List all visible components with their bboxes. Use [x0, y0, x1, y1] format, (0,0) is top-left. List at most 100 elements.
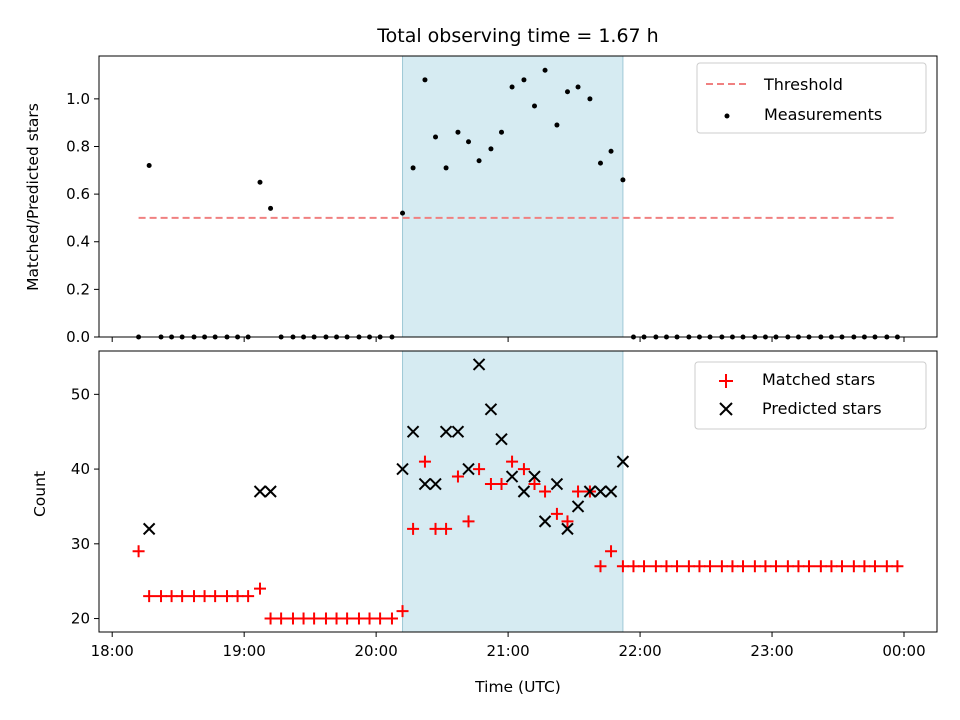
- measurement-point: [146, 163, 152, 169]
- x-tick-label: 19:00: [223, 642, 266, 660]
- measurement-point: [597, 160, 603, 166]
- predicted-star-point: [396, 462, 409, 476]
- matched-star-point: [451, 470, 464, 483]
- legend-measurements-label: Measurements: [764, 105, 882, 124]
- top-y-tick-label: 0.2: [66, 280, 90, 298]
- matched-star-point: [737, 560, 750, 573]
- predicted-star-point: [142, 522, 156, 536]
- matched-star-point: [264, 612, 277, 625]
- matched-star-point: [693, 560, 706, 573]
- measurement-point: [455, 129, 461, 135]
- measurement-point: [521, 77, 527, 83]
- matched-star-point: [605, 545, 618, 558]
- matched-star-point: [132, 545, 145, 558]
- matched-star-point: [539, 485, 552, 498]
- matched-star-point: [891, 560, 904, 573]
- matched-star-point: [297, 612, 310, 625]
- top-y-tick-label: 0.0: [66, 328, 90, 346]
- top-y-tick-label: 0.6: [66, 185, 90, 203]
- bottom-panel: 20 30 40 50 18:00 19:00 20:00 21:00 22:00 23:00 0…: [31, 350, 938, 696]
- matched-star-point: [858, 560, 871, 573]
- predicted-star-point: [439, 425, 453, 438]
- matched-star-point: [715, 560, 728, 573]
- matched-star-point: [385, 612, 398, 625]
- measurement-point: [554, 122, 560, 128]
- matched-star-point: [638, 560, 651, 573]
- matched-star-point: [473, 463, 486, 476]
- matched-star-point: [649, 560, 662, 573]
- matched-star-point: [188, 590, 201, 603]
- predicted-star-point: [495, 432, 508, 446]
- measurement-point: [531, 103, 537, 109]
- bottom-x-ticks: 18:00 19:00 20:00 21:00 22:00 23:00 00:00: [91, 632, 926, 660]
- legend-measurements-swatch: [724, 113, 730, 119]
- matched-star-point: [627, 560, 640, 573]
- matched-star-point: [341, 612, 354, 625]
- top-y-tick-label: 0.4: [66, 233, 90, 251]
- matched-star-point: [880, 560, 893, 573]
- matched-star-point: [231, 590, 244, 603]
- bottom-marks: [132, 358, 904, 625]
- predicted-star-point: [604, 485, 618, 498]
- predicted-star-point: [451, 425, 465, 438]
- matched-star-point: [374, 612, 387, 625]
- top-y-tick-label: 0.8: [66, 137, 90, 155]
- chart-title: Total observing time = 1.67 h: [376, 25, 658, 47]
- measurement-point: [422, 77, 428, 83]
- bottom-y-tick-label: 30: [71, 535, 90, 553]
- matched-star-point: [155, 590, 168, 603]
- matched-star-point: [221, 590, 234, 603]
- matched-star-point: [704, 560, 717, 573]
- predicted-star-point: [462, 462, 475, 476]
- matched-star-point: [835, 560, 848, 573]
- top-y-axis-label: Matched/Predicted stars: [24, 103, 42, 291]
- bottom-y-axis-label: Count: [31, 471, 49, 517]
- predicted-star-point: [264, 485, 277, 498]
- x-axis-label: Time (UTC): [474, 678, 561, 696]
- measurement-point: [620, 177, 626, 183]
- matched-star-point: [682, 560, 695, 573]
- top-y-tick-label: 1.0: [66, 90, 90, 108]
- bottom-legend: Matched stars Predicted stars: [694, 361, 927, 430]
- matched-star-point: [209, 590, 222, 603]
- measurement-point: [542, 67, 548, 73]
- matched-star-point: [726, 560, 739, 573]
- legend-predicted-swatch: [719, 402, 733, 416]
- predicted-star-point: [594, 485, 607, 498]
- top-x-ticks: [111, 337, 905, 342]
- matched-star-point: [506, 455, 519, 468]
- matched-star-point: [176, 590, 189, 603]
- bottom-y-ticks: 20 30 40 50: [71, 385, 99, 628]
- matched-star-point: [429, 522, 442, 535]
- top-y-ticks: 0.0 0.2 0.4 0.6 0.8 1.0: [66, 90, 99, 346]
- top-legend: Threshold Measurements: [696, 62, 927, 134]
- matched-star-point: [143, 590, 156, 603]
- bottom-axes-frame: [98, 350, 938, 633]
- matched-star-point: [286, 612, 299, 625]
- measurement-point: [564, 89, 570, 95]
- matched-star-point: [847, 560, 860, 573]
- x-tick-label: 00:00: [882, 642, 925, 660]
- matched-star-point: [462, 515, 475, 528]
- matched-star-point: [616, 560, 629, 573]
- legend-matched-swatch: [719, 374, 733, 388]
- x-tick-label: 21:00: [486, 642, 529, 660]
- matched-star-point: [550, 507, 563, 520]
- predicted-star-point: [616, 455, 630, 468]
- matched-star-point: [484, 478, 497, 491]
- legend-matched-label: Matched stars: [762, 370, 875, 389]
- matched-star-point: [814, 560, 827, 573]
- x-tick-label: 23:00: [750, 642, 793, 660]
- matched-star-point: [660, 560, 673, 573]
- predicted-star-point: [561, 522, 574, 536]
- measurement-point: [433, 134, 439, 140]
- measurement-point: [400, 210, 406, 216]
- bottom-y-tick-label: 40: [71, 460, 90, 478]
- predicted-star-point: [253, 485, 267, 498]
- measurement-point: [476, 158, 482, 164]
- predicted-star-point: [406, 425, 420, 438]
- legend-predicted-label: Predicted stars: [762, 399, 882, 418]
- matched-star-point: [165, 590, 178, 603]
- matched-star-point: [748, 560, 761, 573]
